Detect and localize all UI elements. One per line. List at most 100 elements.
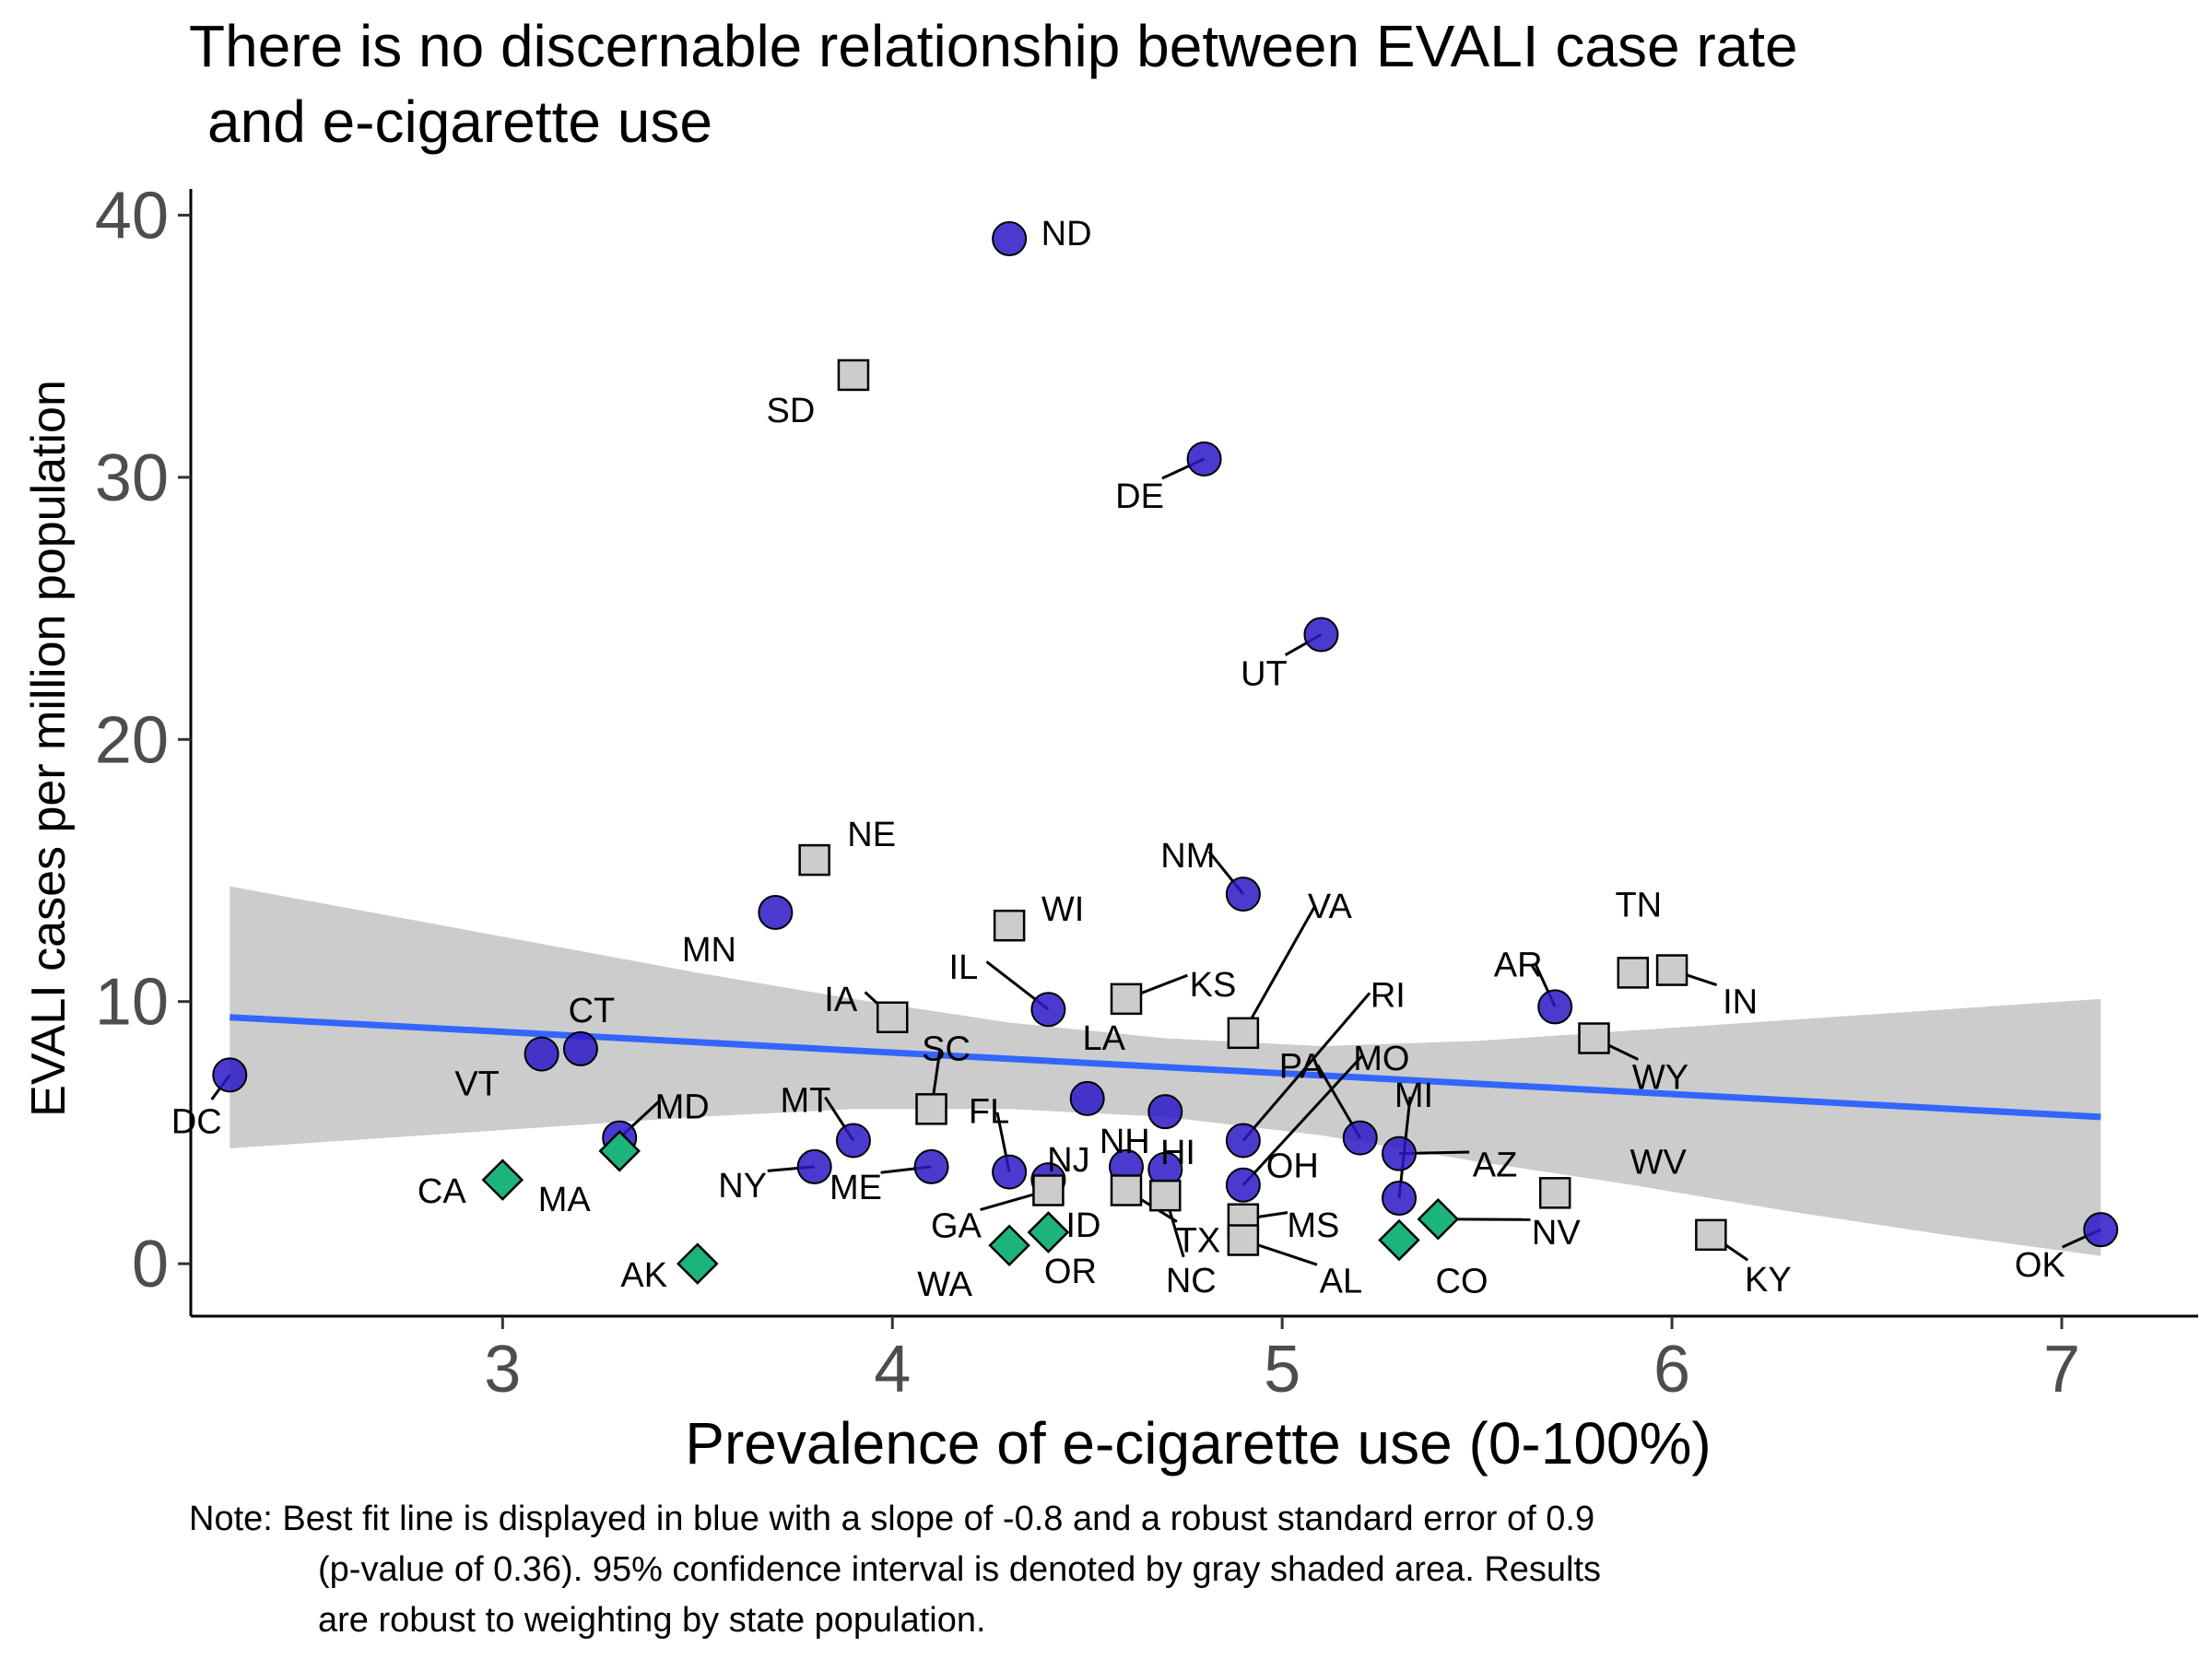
label-mo: MO [1353, 1040, 1409, 1078]
x-tick-label-6: 6 [1653, 1333, 1690, 1406]
label-mi: MI [1394, 1077, 1433, 1115]
label-ar: AR [1494, 946, 1543, 984]
point-tx [1110, 1174, 1143, 1206]
point-de [1186, 441, 1222, 477]
label-in: IN [1723, 983, 1758, 1022]
point-la [1069, 1080, 1105, 1116]
point-in [1655, 954, 1688, 986]
label-de: DE [1115, 477, 1164, 516]
point-ca [481, 1159, 524, 1201]
label-ct: CT [569, 992, 616, 1030]
point-pa [1342, 1120, 1378, 1156]
point-nc [1149, 1179, 1182, 1212]
point-layer [212, 221, 2119, 1285]
label-md: MD [655, 1088, 710, 1127]
y-axis-title: EVALI cases per million population [22, 380, 76, 1117]
label-wi: WI [1041, 890, 1084, 929]
point-ak [677, 1242, 719, 1285]
point-ut [1303, 617, 1339, 653]
point-tn [1617, 957, 1650, 989]
point-ri [1225, 1123, 1261, 1159]
point-nh [1147, 1094, 1183, 1130]
label-sd: SD [767, 392, 816, 430]
label-sc: SC [922, 1030, 971, 1068]
point-wv [1538, 1177, 1571, 1209]
label-ok: OK [2015, 1246, 2065, 1285]
footnote-line1: Note: Best fit line is displayed in blue… [189, 1500, 1594, 1538]
label-ga: GA [931, 1206, 982, 1245]
label-ma: MA [538, 1181, 592, 1219]
label-mt: MT [781, 1081, 831, 1120]
label-vt: VT [454, 1065, 500, 1104]
point-me [913, 1148, 949, 1184]
axis-layer: 3 4 5 6 7 0 10 20 30 40 [95, 179, 2198, 1406]
y-tick-label-30: 30 [95, 441, 169, 515]
y-tick-label-20: 20 [95, 703, 169, 777]
footnote-line3: are robust to weighting by state populat… [318, 1601, 986, 1640]
y-tick-label-0: 0 [132, 1228, 169, 1301]
fit-line-layer [229, 1014, 2101, 1121]
label-la: LA [1082, 1019, 1125, 1058]
state-label-layer: ND SD DE UT NE NM MN WI TN IN KS AR IL IA VA WY CT VT DC LA… [171, 215, 2065, 1304]
label-ks: KS [1190, 966, 1237, 1005]
point-mt [835, 1123, 871, 1159]
label-nc: NC [1166, 1262, 1217, 1300]
x-tick-label-4: 4 [874, 1333, 911, 1406]
label-or: OR [1044, 1253, 1097, 1291]
label-oh: OH [1266, 1147, 1319, 1186]
footnote-line2: (p-value of 0.36). 95% confidence interv… [318, 1550, 1601, 1589]
point-mo [1225, 1167, 1261, 1203]
y-tick-label-10: 10 [95, 966, 169, 1040]
x-tick-label-5: 5 [1264, 1333, 1300, 1406]
y-tick-label-40: 40 [95, 179, 169, 253]
label-ny: NY [718, 1167, 767, 1206]
point-wy [1578, 1022, 1610, 1054]
point-ct [562, 1030, 598, 1066]
point-sd [837, 359, 870, 392]
point-ks [1110, 982, 1143, 1016]
point-vt [524, 1036, 559, 1072]
point-wa [988, 1224, 1030, 1266]
point-ga [1032, 1174, 1065, 1206]
label-az: AZ [1473, 1147, 1518, 1185]
chart-title-line1: There is no discernable relationship bet… [189, 13, 1798, 79]
label-hi: HI [1160, 1134, 1195, 1172]
label-co: CO [1436, 1263, 1488, 1301]
point-or [1027, 1211, 1070, 1253]
label-ak: AK [620, 1256, 667, 1295]
label-mn: MN [682, 931, 736, 970]
connector-va [1241, 904, 1317, 1034]
point-sc [915, 1093, 947, 1125]
label-al: AL [1320, 1263, 1362, 1301]
point-ny [796, 1148, 832, 1184]
label-nd: ND [1041, 215, 1092, 253]
label-fl: FL [969, 1093, 1009, 1132]
label-ca: CA [418, 1172, 466, 1211]
point-ma [598, 1130, 641, 1172]
label-il: IL [949, 948, 979, 987]
x-tick-label-3: 3 [484, 1333, 521, 1406]
label-pa: PA [1279, 1048, 1324, 1087]
point-al [1227, 1224, 1260, 1256]
point-dc [212, 1057, 248, 1093]
label-ms: MS [1287, 1206, 1339, 1245]
confidence-band-layer [229, 886, 2101, 1256]
x-axis-title: Prevalence of e-cigarette use (0-100%) [685, 1410, 1711, 1477]
label-ri: RI [1371, 976, 1406, 1015]
label-tx: TX [1176, 1221, 1221, 1260]
point-ne [798, 843, 830, 877]
point-ar [1537, 989, 1573, 1025]
label-nv: NV [1532, 1214, 1581, 1253]
point-nv [1417, 1198, 1460, 1241]
point-wi [993, 909, 1026, 942]
label-wa: WA [917, 1265, 972, 1304]
label-me: ME [830, 1169, 882, 1207]
label-wy: WY [1632, 1059, 1688, 1098]
label-tn: TN [1615, 886, 1662, 924]
chart-title-line2: and e-cigarette use [207, 88, 712, 155]
best-fit-line [229, 1014, 2101, 1121]
label-va: VA [1308, 888, 1353, 926]
label-ia: IA [824, 981, 858, 1019]
label-id: ID [1065, 1206, 1100, 1245]
